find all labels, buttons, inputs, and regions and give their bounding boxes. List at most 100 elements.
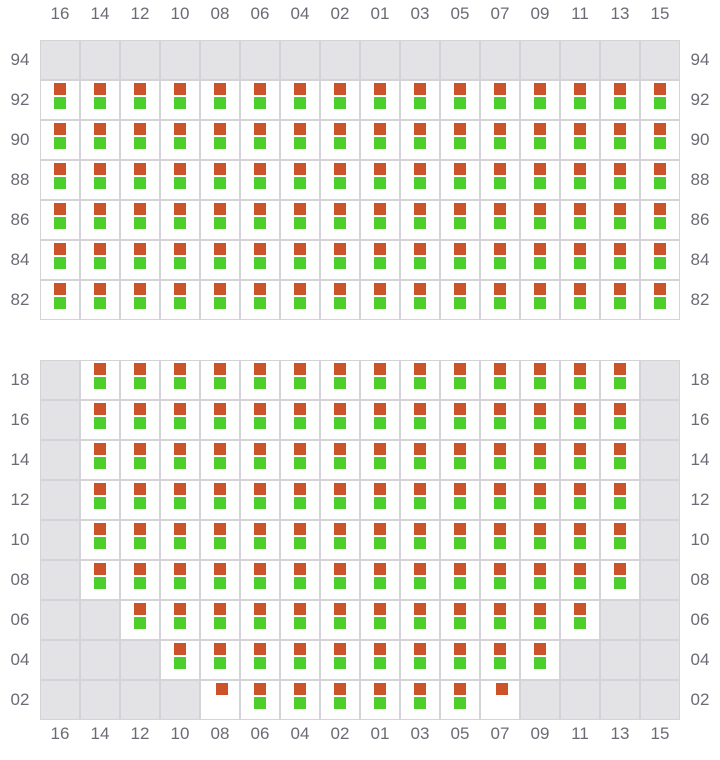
- seat[interactable]: [240, 200, 280, 240]
- seat[interactable]: [200, 240, 240, 280]
- seat[interactable]: [280, 80, 320, 120]
- seat[interactable]: [360, 80, 400, 120]
- seat[interactable]: [440, 120, 480, 160]
- seat[interactable]: [80, 480, 120, 520]
- seat[interactable]: [360, 360, 400, 400]
- seat[interactable]: [280, 400, 320, 440]
- seat[interactable]: [520, 480, 560, 520]
- seat[interactable]: [200, 80, 240, 120]
- seat[interactable]: [320, 280, 360, 320]
- seat[interactable]: [520, 560, 560, 600]
- seat[interactable]: [400, 480, 440, 520]
- seat[interactable]: [240, 360, 280, 400]
- seat[interactable]: [440, 440, 480, 480]
- seat[interactable]: [400, 120, 440, 160]
- seat[interactable]: [360, 400, 400, 440]
- seat[interactable]: [440, 680, 480, 720]
- seat[interactable]: [40, 240, 80, 280]
- seat[interactable]: [520, 440, 560, 480]
- seat[interactable]: [440, 520, 480, 560]
- seat[interactable]: [240, 520, 280, 560]
- seat[interactable]: [600, 280, 640, 320]
- seat[interactable]: [640, 200, 680, 240]
- seat[interactable]: [80, 440, 120, 480]
- seat[interactable]: [560, 560, 600, 600]
- seat[interactable]: [200, 120, 240, 160]
- seat[interactable]: [360, 440, 400, 480]
- seat[interactable]: [280, 440, 320, 480]
- seat[interactable]: [520, 360, 560, 400]
- seat[interactable]: [600, 480, 640, 520]
- seat[interactable]: [120, 160, 160, 200]
- seat[interactable]: [160, 240, 200, 280]
- seat[interactable]: [240, 400, 280, 440]
- seat[interactable]: [200, 360, 240, 400]
- seat[interactable]: [560, 120, 600, 160]
- seat[interactable]: [200, 160, 240, 200]
- seat[interactable]: [480, 440, 520, 480]
- seat[interactable]: [200, 440, 240, 480]
- seat[interactable]: [560, 480, 600, 520]
- seat[interactable]: [40, 280, 80, 320]
- seat[interactable]: [440, 640, 480, 680]
- seat[interactable]: [160, 120, 200, 160]
- seat[interactable]: [360, 240, 400, 280]
- seat[interactable]: [520, 640, 560, 680]
- seat[interactable]: [600, 80, 640, 120]
- seat[interactable]: [40, 80, 80, 120]
- seat[interactable]: [400, 520, 440, 560]
- seat[interactable]: [120, 80, 160, 120]
- seat[interactable]: [440, 80, 480, 120]
- seat[interactable]: [480, 600, 520, 640]
- seat[interactable]: [120, 120, 160, 160]
- seat[interactable]: [160, 600, 200, 640]
- seat[interactable]: [280, 480, 320, 520]
- seat[interactable]: [160, 520, 200, 560]
- seat[interactable]: [360, 200, 400, 240]
- seat[interactable]: [400, 560, 440, 600]
- seat[interactable]: [120, 400, 160, 440]
- seat[interactable]: [160, 560, 200, 600]
- seat[interactable]: [480, 560, 520, 600]
- seat[interactable]: [280, 640, 320, 680]
- seat[interactable]: [160, 360, 200, 400]
- seat[interactable]: [600, 240, 640, 280]
- seat[interactable]: [400, 400, 440, 440]
- seat[interactable]: [320, 640, 360, 680]
- seat[interactable]: [240, 560, 280, 600]
- seat[interactable]: [320, 240, 360, 280]
- seat[interactable]: [320, 440, 360, 480]
- seat[interactable]: [600, 400, 640, 440]
- seat[interactable]: [560, 80, 600, 120]
- seat[interactable]: [360, 640, 400, 680]
- seat[interactable]: [480, 400, 520, 440]
- seat[interactable]: [480, 80, 520, 120]
- seat[interactable]: [320, 360, 360, 400]
- seat[interactable]: [480, 680, 520, 720]
- seat[interactable]: [280, 160, 320, 200]
- seat[interactable]: [320, 680, 360, 720]
- seat[interactable]: [240, 160, 280, 200]
- seat[interactable]: [560, 600, 600, 640]
- seat[interactable]: [600, 440, 640, 480]
- seat[interactable]: [40, 160, 80, 200]
- seat[interactable]: [600, 120, 640, 160]
- seat[interactable]: [360, 480, 400, 520]
- seat[interactable]: [360, 600, 400, 640]
- seat[interactable]: [280, 240, 320, 280]
- seat[interactable]: [320, 560, 360, 600]
- seat[interactable]: [480, 480, 520, 520]
- seat[interactable]: [440, 600, 480, 640]
- seat[interactable]: [120, 240, 160, 280]
- seat[interactable]: [240, 280, 280, 320]
- seat[interactable]: [480, 640, 520, 680]
- seat[interactable]: [440, 200, 480, 240]
- seat[interactable]: [440, 560, 480, 600]
- seat[interactable]: [80, 400, 120, 440]
- seat[interactable]: [80, 520, 120, 560]
- seat[interactable]: [600, 360, 640, 400]
- seat[interactable]: [440, 240, 480, 280]
- seat[interactable]: [160, 280, 200, 320]
- seat[interactable]: [640, 240, 680, 280]
- seat[interactable]: [400, 240, 440, 280]
